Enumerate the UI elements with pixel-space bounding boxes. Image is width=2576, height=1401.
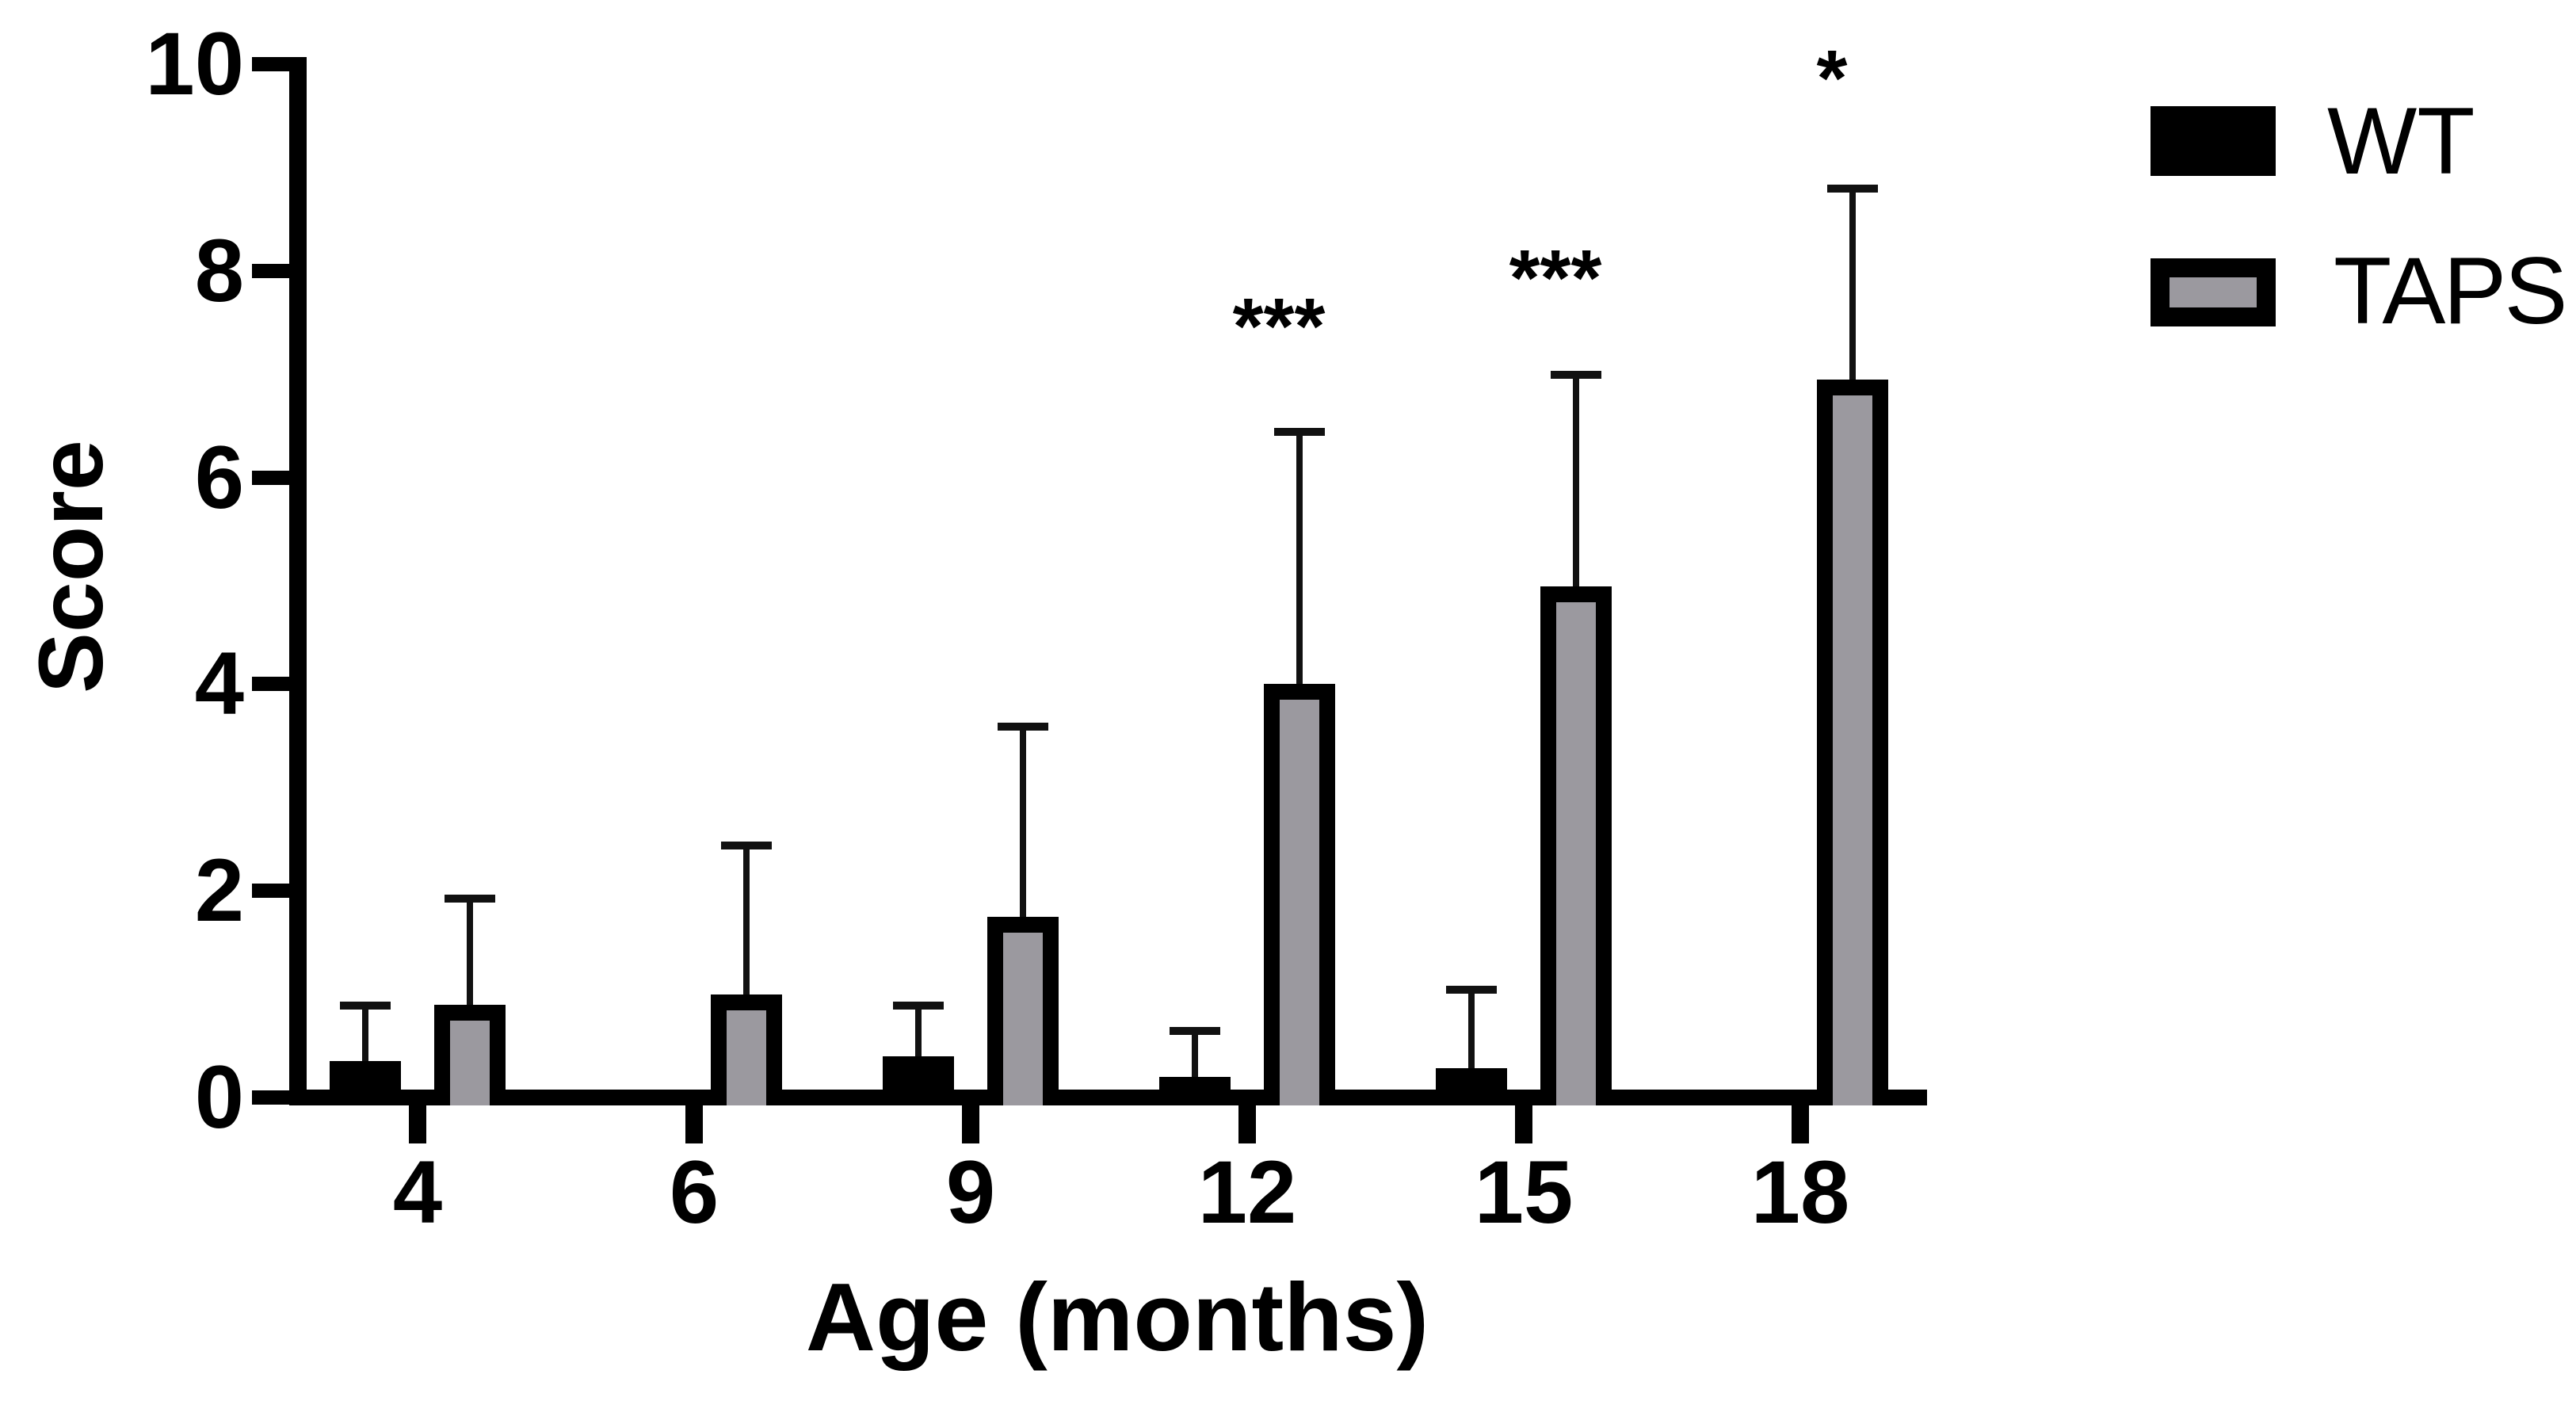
y-tick — [252, 57, 289, 71]
error-bar-line — [467, 898, 473, 1005]
x-tick — [685, 1104, 703, 1143]
bar-wt-12 — [1159, 1076, 1231, 1105]
error-bar-cap — [721, 841, 772, 849]
x-tick-label: 12 — [1197, 1143, 1297, 1242]
error-bar-cap — [1170, 1027, 1220, 1036]
bar-taps-18 — [1817, 379, 1888, 1105]
error-bar-line — [1020, 725, 1026, 917]
x-tick — [962, 1104, 979, 1143]
y-tick-label: 2 — [194, 841, 244, 941]
error-bar-line — [362, 1004, 368, 1062]
error-bar-cap — [445, 895, 495, 903]
error-bar-line — [1468, 989, 1475, 1069]
legend-label-taps: TAPS — [2334, 238, 2568, 344]
bar-taps-15 — [1540, 586, 1612, 1105]
y-tick — [252, 677, 289, 692]
legend-swatch-taps — [2150, 258, 2276, 326]
y-tick-label: 4 — [194, 634, 244, 734]
x-tick-label: 18 — [1750, 1143, 1850, 1242]
error-bar-line — [1192, 1030, 1198, 1077]
error-bar-cap — [893, 1001, 944, 1010]
y-tick — [252, 1090, 289, 1105]
x-tick-label: 4 — [392, 1143, 443, 1242]
bar-wt-15 — [1436, 1068, 1507, 1105]
legend-swatch-wt — [2150, 106, 2276, 176]
x-axis-title: Age (months) — [805, 1263, 1429, 1371]
y-tick — [252, 470, 289, 485]
y-tick-label: 10 — [145, 14, 244, 113]
error-bar-line — [743, 844, 750, 994]
error-bar-line — [915, 1004, 922, 1056]
y-tick — [252, 884, 289, 899]
legend-label-wt: WT — [2327, 88, 2475, 194]
x-tick — [1238, 1104, 1256, 1143]
error-bar-line — [1849, 188, 1856, 380]
x-tick-label: 9 — [945, 1143, 996, 1242]
bar-taps-6 — [711, 994, 782, 1105]
error-bar-cap — [340, 1001, 391, 1010]
y-tick — [252, 263, 289, 278]
bar-taps-12 — [1264, 684, 1335, 1105]
error-bar-cap — [1274, 427, 1325, 436]
x-tick-label: 15 — [1474, 1143, 1574, 1242]
y-tick-label: 8 — [194, 220, 244, 320]
bar-wt-4 — [330, 1061, 401, 1105]
error-bar-cap — [1446, 986, 1497, 994]
bar-taps-4 — [434, 1004, 506, 1105]
x-tick — [1515, 1104, 1532, 1143]
bar-taps-9 — [987, 916, 1059, 1105]
error-bar-cap — [1827, 185, 1878, 193]
x-tick — [409, 1104, 426, 1143]
significance-stars-12: *** — [1232, 281, 1326, 371]
y-axis-spine — [289, 57, 307, 1105]
y-tick-label: 0 — [194, 1048, 244, 1147]
error-bar-line — [1296, 430, 1303, 685]
y-axis-title: Score — [21, 440, 122, 693]
bar-wt-9 — [883, 1056, 954, 1105]
error-bar-cap — [1551, 371, 1601, 380]
significance-stars-18: * — [1816, 34, 1848, 123]
x-axis-line — [289, 1090, 1927, 1105]
significance-stars-15: *** — [1509, 233, 1602, 323]
x-tick — [1792, 1104, 1809, 1143]
x-tick-label: 6 — [669, 1143, 719, 1242]
error-bar-line — [1573, 374, 1579, 586]
y-tick-label: 6 — [194, 427, 244, 527]
error-bar-cap — [998, 722, 1048, 731]
